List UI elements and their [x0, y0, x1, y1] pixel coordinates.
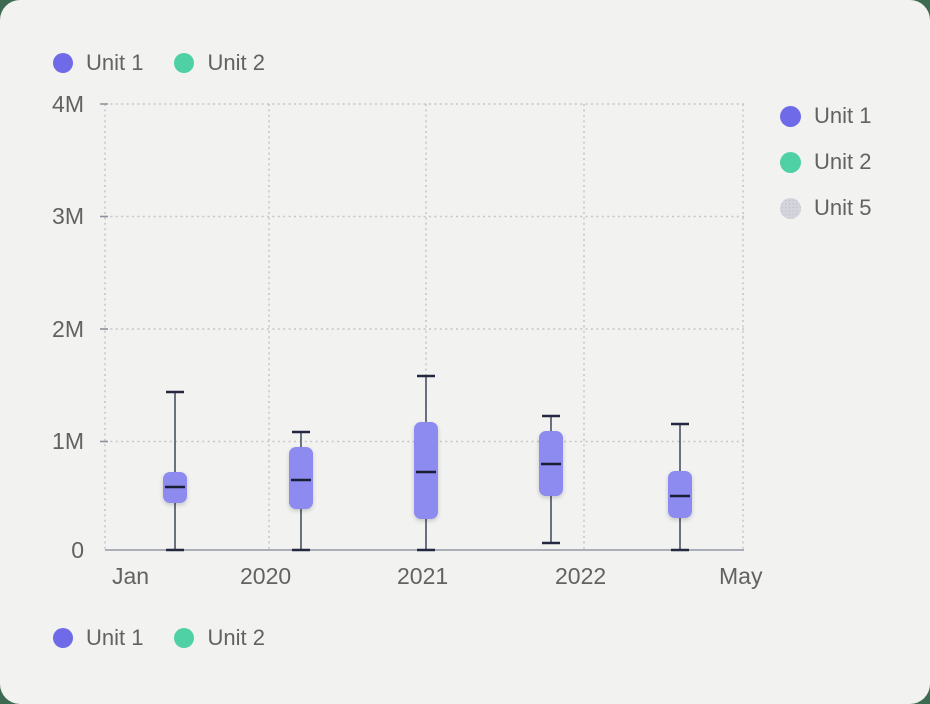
svg-text:Jan: Jan — [112, 563, 149, 589]
svg-text:2022: 2022 — [555, 563, 606, 589]
svg-text:2021: 2021 — [397, 563, 448, 589]
svg-text:May: May — [719, 563, 763, 589]
svg-text:3M: 3M — [52, 203, 84, 229]
svg-text:2020: 2020 — [240, 563, 291, 589]
svg-text:4M: 4M — [52, 91, 84, 117]
svg-text:1M: 1M — [52, 428, 84, 454]
svg-text:2M: 2M — [52, 316, 84, 342]
svg-text:0: 0 — [71, 537, 84, 563]
